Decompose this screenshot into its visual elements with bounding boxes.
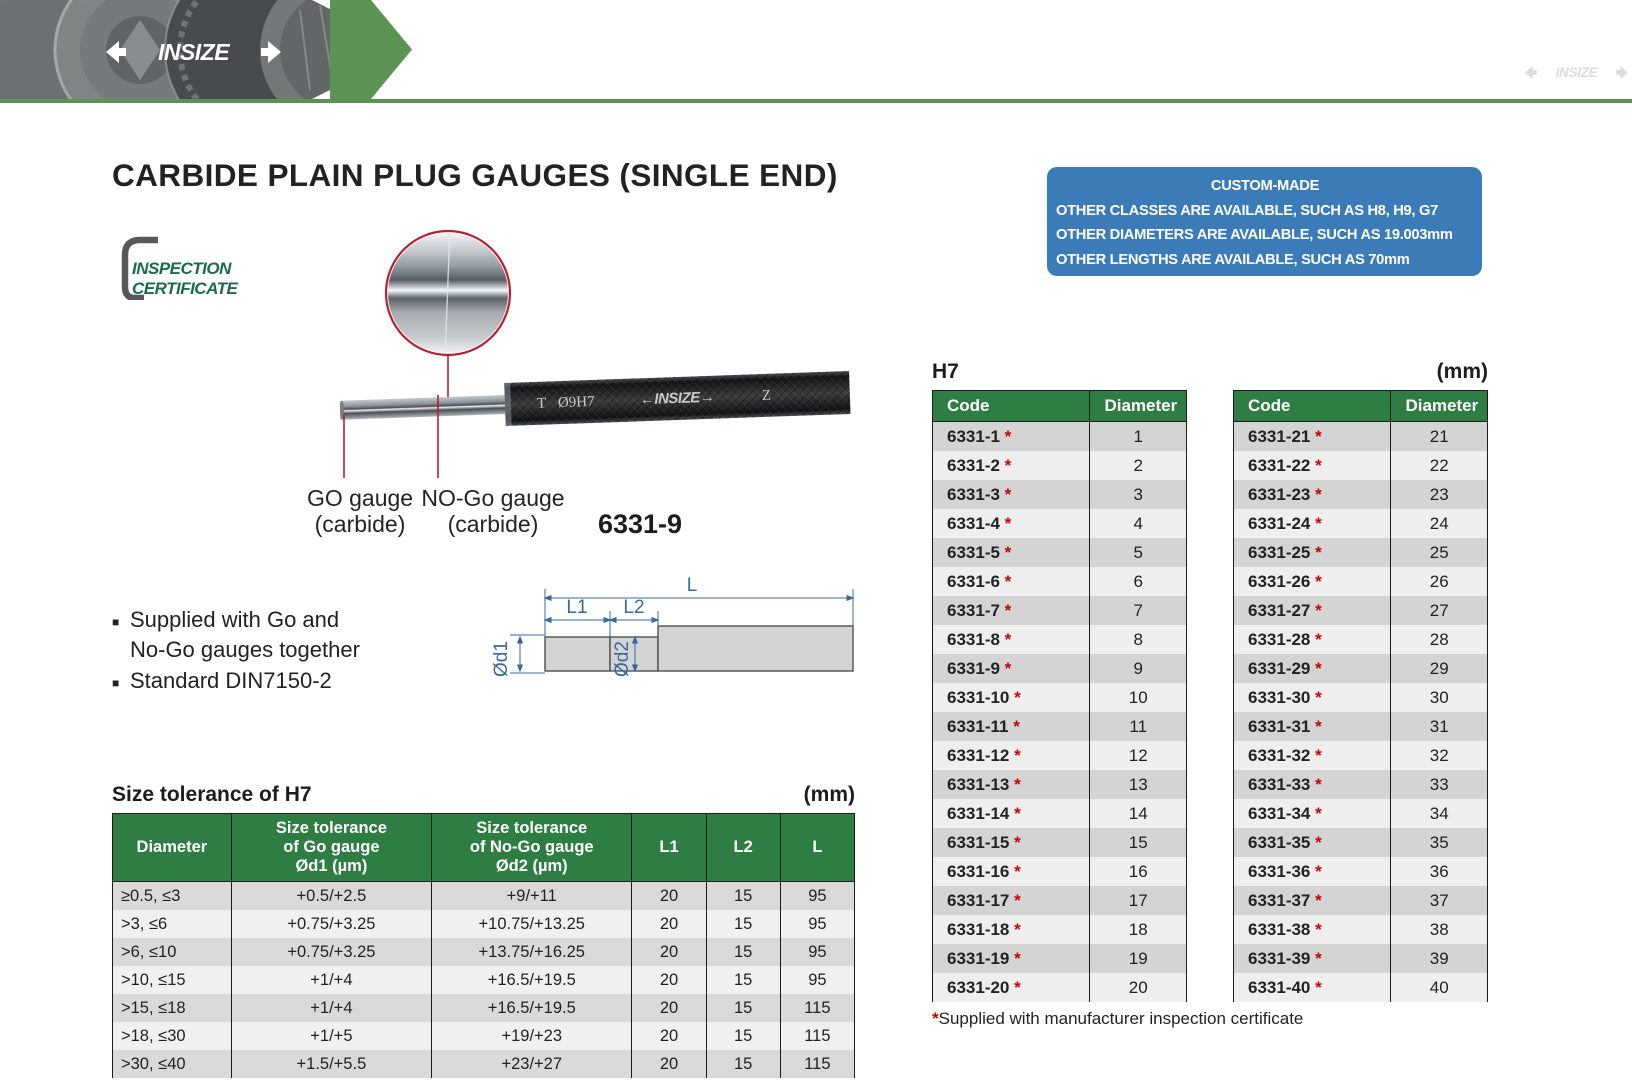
svg-text:L2: L2 xyxy=(623,597,644,618)
svg-text:GO gauge: GO gauge xyxy=(307,485,413,511)
svg-text:T: T xyxy=(537,396,547,412)
svg-text:L: L xyxy=(687,575,698,596)
svg-text:INSIZE: INSIZE xyxy=(1556,65,1599,80)
svg-text:INSPECTION: INSPECTION xyxy=(132,259,232,278)
svg-text:Ød1: Ød1 xyxy=(491,641,512,677)
svg-text:CERTIFICATE: CERTIFICATE xyxy=(132,279,238,298)
svg-text:L1: L1 xyxy=(566,597,587,618)
svg-text:INSIZE: INSIZE xyxy=(158,39,230,65)
svg-text:(carbide): (carbide) xyxy=(315,511,406,537)
svg-text:←INSIZE→: ←INSIZE→ xyxy=(640,389,715,409)
svg-text:Ød2: Ød2 xyxy=(612,641,633,677)
svg-text:6331-9: 6331-9 xyxy=(598,509,682,539)
svg-text:NO-Go gauge: NO-Go gauge xyxy=(421,485,564,511)
svg-text:Z: Z xyxy=(762,388,772,404)
svg-text:Ø9H7: Ø9H7 xyxy=(558,394,596,411)
svg-text:(carbide): (carbide) xyxy=(448,511,539,537)
